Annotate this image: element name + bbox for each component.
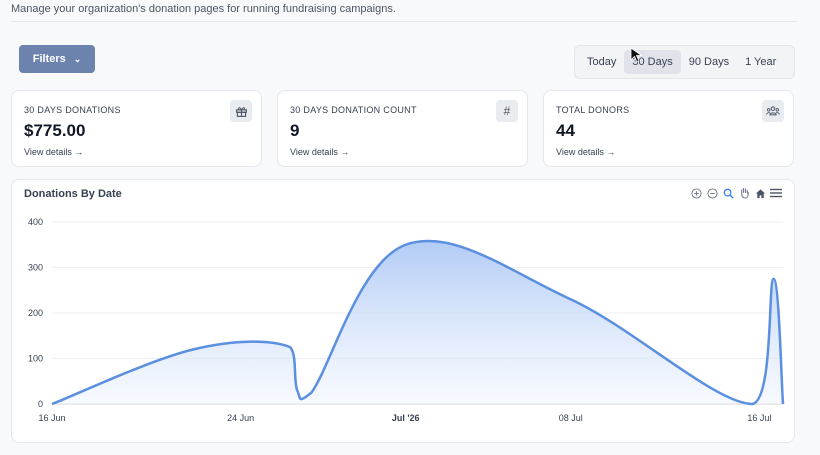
date-range-selector: Today 30 Days 90 Days 1 Year — [574, 45, 795, 79]
y-tick-label: 0 — [38, 399, 43, 409]
filters-label: Filters — [32, 53, 66, 65]
x-axis: 16 Jun 24 Jun Jul '26 08 Jul 16 Jul — [38, 413, 771, 423]
y-tick-label: 300 — [28, 263, 43, 273]
home-icon[interactable] — [754, 187, 766, 199]
view-details-link[interactable]: View details → — [24, 147, 84, 157]
range-1-year[interactable]: 1 Year — [745, 56, 777, 68]
chevron-down-icon: ⌄ — [73, 53, 82, 64]
series-area-fill — [52, 240, 783, 404]
range-today[interactable]: Today — [587, 56, 617, 68]
card-label: 30 DAYS DONATION COUNT — [290, 105, 417, 115]
view-details-link[interactable]: View details → — [556, 147, 616, 157]
x-tick-label: 16 Jul — [747, 413, 771, 423]
magnify-icon[interactable] — [722, 187, 734, 199]
zoom-out-icon[interactable] — [706, 187, 718, 199]
card-value: $775.00 — [24, 121, 86, 140]
users-icon — [762, 100, 784, 122]
header-divider — [11, 21, 797, 22]
series-line[interactable] — [51, 239, 785, 406]
chart-area — [51, 239, 785, 406]
x-tick-label: Jul '26 — [392, 413, 420, 423]
card-total-donors: TOTAL DONORS 44 View details → — [543, 90, 794, 167]
view-details-link[interactable]: View details → — [290, 147, 350, 157]
card-donation-count: 30 DAYS DONATION COUNT 9 View details → … — [277, 90, 528, 167]
range-90-days[interactable]: 90 Days — [688, 56, 730, 68]
donations-chart-card: Donations By Date 0 100 200 300 400 — [11, 179, 795, 443]
x-tick-label: 08 Jul — [559, 413, 583, 423]
chart-title: Donations By Date — [24, 188, 122, 200]
card-donations: 30 DAYS DONATIONS $775.00 View details → — [11, 90, 262, 167]
gift-icon — [230, 100, 252, 122]
hash-icon: # — [496, 100, 518, 122]
chart-toolbar — [690, 187, 782, 199]
x-tick-label: 16 Jun — [38, 413, 65, 423]
card-label: 30 DAYS DONATIONS — [24, 105, 121, 115]
pan-hand-icon[interactable] — [738, 187, 750, 199]
range-30-days[interactable]: 30 Days — [624, 50, 681, 74]
y-tick-label: 200 — [28, 308, 43, 318]
card-label: TOTAL DONORS — [556, 105, 630, 115]
menu-icon[interactable] — [770, 187, 782, 199]
page-subtitle: Manage your organization's donation page… — [11, 3, 396, 15]
y-tick-label: 100 — [28, 354, 43, 364]
filters-button[interactable]: Filters ⌄ — [19, 45, 95, 73]
y-axis: 0 100 200 300 400 — [28, 217, 43, 409]
y-tick-label: 400 — [28, 217, 43, 227]
card-value: 44 — [556, 121, 575, 140]
card-value: 9 — [290, 121, 300, 140]
mouse-cursor-icon — [630, 47, 643, 63]
x-tick-label: 24 Jun — [227, 413, 254, 423]
zoom-in-icon[interactable] — [690, 187, 702, 199]
